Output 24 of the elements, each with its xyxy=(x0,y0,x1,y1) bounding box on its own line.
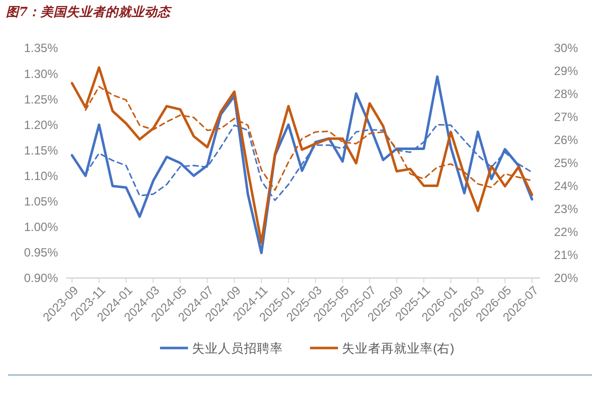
chart-title: 图7：美国失业者的就业动态 xyxy=(6,4,173,19)
y2-tick-label: 22% xyxy=(554,225,578,240)
legend-label: 失业者再就业率(右) xyxy=(342,340,454,356)
y-tick-label: 1.00% xyxy=(24,220,58,234)
y2-tick-label: 21% xyxy=(554,248,578,262)
y2-tick-label: 25% xyxy=(554,156,578,170)
y-tick-label: 1.35% xyxy=(24,41,58,56)
legend-label: 失业人员招聘率 xyxy=(192,340,283,356)
y2-tick-label: 26% xyxy=(554,133,578,148)
y-tick-label: 1.25% xyxy=(24,92,58,106)
y-tick-label: 1.05% xyxy=(24,194,58,209)
y-tick-label: 1.10% xyxy=(24,168,58,183)
y2-tick-label: 29% xyxy=(554,64,578,78)
y2-tick-label: 28% xyxy=(554,87,578,102)
y-tick-label: 1.30% xyxy=(24,66,58,81)
y-tick-label: 1.15% xyxy=(24,143,58,158)
y2-tick-label: 23% xyxy=(554,202,578,216)
y-tick-label: 1.20% xyxy=(24,118,58,132)
y2-tick-label: 20% xyxy=(554,271,578,286)
y2-tick-label: 24% xyxy=(554,179,578,194)
y2-tick-label: 30% xyxy=(554,41,578,56)
y2-tick-label: 27% xyxy=(554,110,578,124)
y-tick-label: 0.90% xyxy=(24,271,58,286)
y-tick-label: 0.95% xyxy=(24,246,58,260)
